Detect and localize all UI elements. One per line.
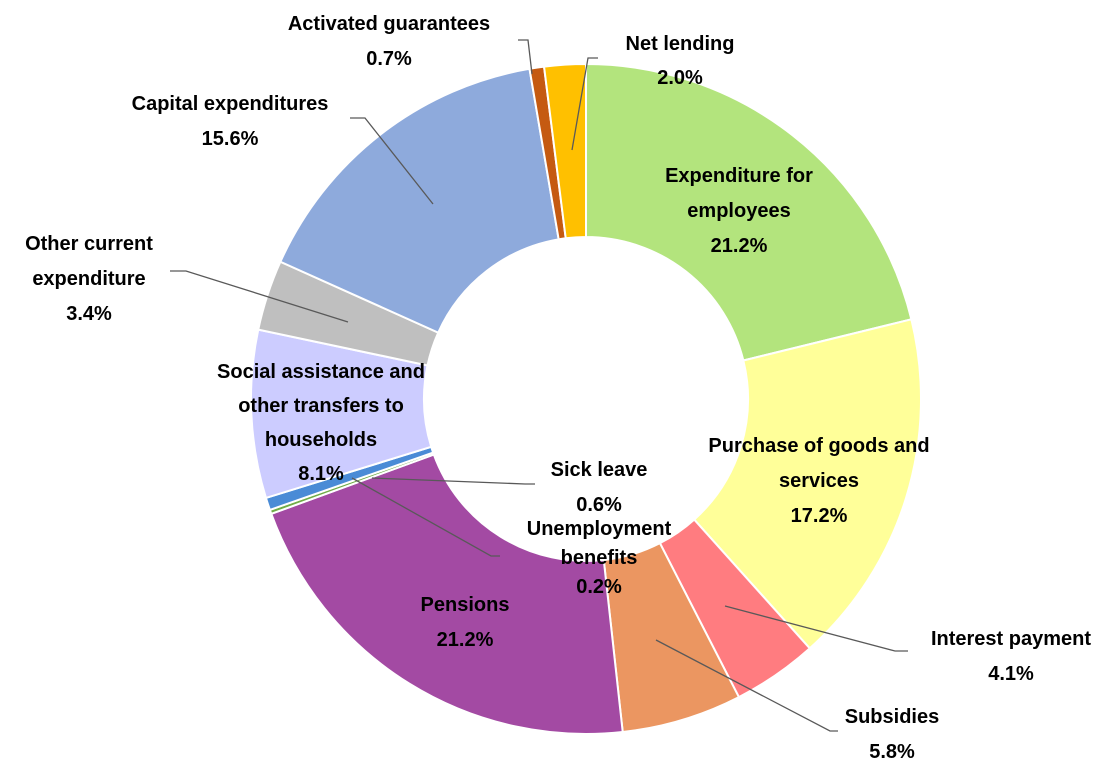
data-label-net-lending: Net lending 2.0%: [626, 33, 735, 89]
leader-line-other-current-expenditure: [170, 270, 349, 323]
leader-line-interest-payment: [724, 605, 908, 652]
leader-line-net-lending: [571, 57, 598, 151]
data-label-category: Social assistance and: [217, 361, 425, 383]
leader-line-sick-leave: [371, 477, 535, 485]
data-label-category: Subsidies: [845, 706, 939, 728]
data-label-value: 21.2%: [711, 235, 768, 257]
data-label-social-assistance-and-other-transfers-to-households: Social assistance and other transfers to h…: [217, 361, 425, 485]
data-label-category: Sick leave: [551, 459, 648, 481]
data-label-value: 4.1%: [988, 663, 1034, 685]
leader-line-activated-guarantees: [518, 39, 533, 75]
data-label-category: Purchase of goods and: [708, 435, 929, 457]
data-label-value: 3.4%: [66, 303, 112, 325]
data-label-value: 2.0%: [657, 67, 703, 89]
data-label-category: households: [265, 429, 377, 451]
leader-line-capital-expenditures: [350, 117, 434, 205]
data-label-category: expenditure: [32, 268, 145, 290]
data-label-category: Capital expenditures: [132, 93, 329, 115]
leader-line-subsidies: [655, 639, 838, 732]
data-label-interest-payment: Interest payment 4.1%: [931, 628, 1091, 685]
data-label-value: 0.2%: [576, 576, 622, 598]
data-label-category: Activated guarantees: [288, 13, 490, 35]
chart-leader-lines: [170, 39, 908, 732]
data-label-category: Unemployment: [527, 518, 672, 540]
slice-pensions: [270, 453, 624, 735]
data-label-category: Pensions: [421, 594, 510, 616]
data-label-sick-leave: Sick leave 0.6%: [551, 459, 648, 516]
slice-capital-expenditures: [279, 67, 560, 334]
data-label-category: benefits: [561, 547, 638, 569]
data-label-category: services: [779, 470, 859, 492]
chart-slices: [250, 62, 922, 735]
data-label-pensions: Pensions 21.2%: [421, 594, 510, 651]
data-label-category: Other current: [25, 233, 153, 255]
data-label-category: other transfers to: [238, 395, 404, 417]
data-label-value: 0.7%: [366, 48, 412, 70]
data-label-category: employees: [687, 200, 790, 222]
data-label-purchase-of-goods-and-services: Purchase of goods and services 17.2%: [708, 435, 929, 527]
slice-expenditure-for-employees: [585, 62, 913, 362]
data-label-subsidies: Subsidies 5.8%: [845, 706, 939, 759]
data-label-expenditure-for-employees: Expenditure for employees 21.2%: [665, 165, 813, 257]
data-label-other-current-expenditure: Other current expenditure 3.4%: [25, 233, 153, 325]
chart-data-labels: Expenditure for employees 21.2% Purchase of…: [25, 13, 1091, 759]
data-label-unemployment-benefits: Unemployment benefits 0.2%: [527, 518, 672, 598]
data-label-category: Interest payment: [931, 628, 1091, 650]
data-label-value: 21.2%: [437, 629, 494, 651]
data-label-activated-guarantees: Activated guarantees 0.7%: [288, 13, 490, 70]
data-label-category: Net lending: [626, 33, 735, 55]
data-label-value: 0.6%: [576, 494, 622, 516]
data-label-value: 8.1%: [298, 463, 344, 485]
data-label-value: 5.8%: [869, 741, 915, 759]
slice-net-lending: [542, 62, 587, 240]
data-label-category: Expenditure for: [665, 165, 813, 187]
data-label-capital-expenditures: Capital expenditures 15.6%: [132, 93, 329, 150]
data-label-value: 17.2%: [791, 505, 848, 527]
leader-line-unemployment-benefits: [351, 477, 500, 557]
data-label-value: 15.6%: [202, 128, 259, 150]
